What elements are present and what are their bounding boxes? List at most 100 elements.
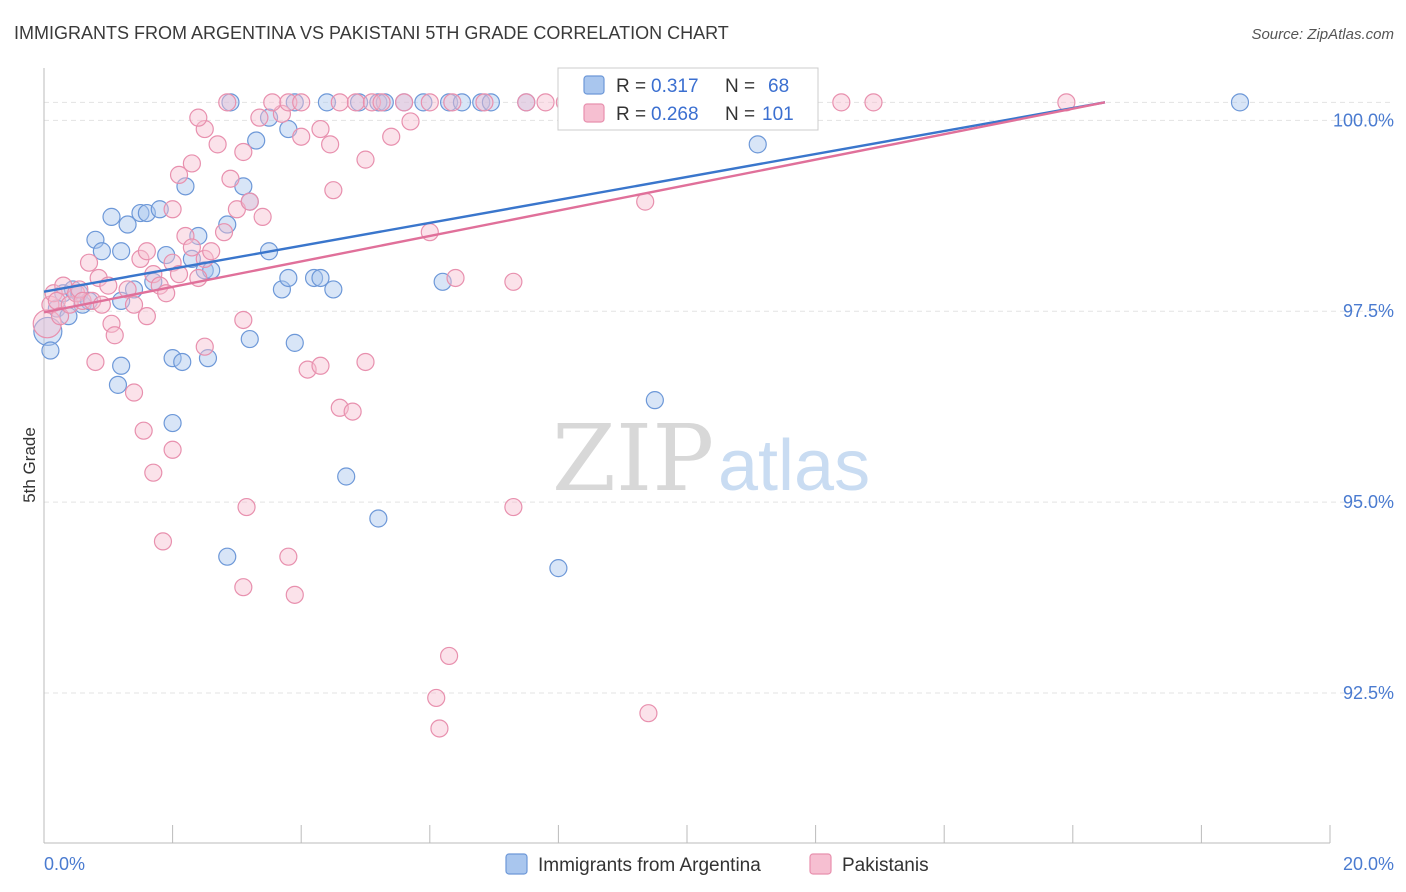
- pakistani-point: [292, 93, 311, 112]
- argentina-point: [41, 341, 60, 360]
- pakistani-point: [420, 93, 439, 112]
- zipatlas-watermark: ZIP atlas: [552, 405, 870, 512]
- argentina-point: [198, 349, 218, 368]
- pakistani-point: [536, 93, 555, 112]
- pakistani-point: [131, 249, 150, 268]
- legend-n-value-argentina: 68: [768, 76, 789, 97]
- pakistani-point: [137, 307, 156, 326]
- x-tick-labels: 0.0% 20.0%: [44, 854, 1394, 874]
- argentina-point: [311, 268, 330, 288]
- series-legend: Immigrants from Argentina Pakistanis: [505, 853, 929, 876]
- pakistani-point: [430, 719, 449, 738]
- argentina-point: [33, 316, 63, 347]
- argentina-point: [285, 333, 304, 352]
- chart-source: Source: ZipAtlas.com: [1251, 26, 1394, 43]
- watermark-atlas-text: atlas: [718, 426, 870, 506]
- pakistani-point: [237, 497, 256, 517]
- pakistani-point: [240, 192, 259, 211]
- x-tick-label-max: 20.0%: [1343, 854, 1394, 874]
- pakistani-point: [394, 93, 414, 112]
- legend-swatch-argentina: [583, 75, 605, 95]
- x-tick-label-min: 0.0%: [44, 854, 85, 874]
- pakistani-point: [124, 295, 144, 314]
- pakistani-point: [250, 108, 269, 127]
- pakistani-point: [343, 402, 362, 421]
- legend-swatch-pakistani: [583, 103, 605, 123]
- pakistani-point: [279, 93, 298, 112]
- pakistani-point: [163, 440, 182, 459]
- argentina-point: [118, 215, 137, 234]
- pakistani-point: [234, 578, 253, 597]
- argentina-point: [414, 93, 433, 112]
- argentina-point: [240, 329, 259, 349]
- argentina-point: [163, 413, 182, 433]
- pakistani-point: [362, 93, 382, 112]
- pakistani-point: [134, 421, 153, 440]
- y-axis-label: 5th Grade: [20, 427, 39, 503]
- pakistani-point: [263, 93, 282, 112]
- axes: [43, 68, 1331, 844]
- chart-title: IMMIGRANTS FROM ARGENTINA VS PAKISTANI 5…: [14, 23, 729, 43]
- argentina-point: [324, 280, 343, 299]
- pakistani-point: [163, 200, 182, 219]
- argentina-point: [645, 391, 664, 410]
- pakistani-point: [864, 93, 883, 112]
- pakistani-point: [202, 242, 221, 261]
- pakistani-point: [639, 704, 658, 723]
- argentina-point: [317, 93, 337, 112]
- argentina-point: [131, 203, 150, 223]
- argentina-point: [150, 200, 169, 219]
- pakistani-point: [443, 93, 462, 112]
- bottom-legend-label-pakistani: Pakistanis: [842, 855, 929, 876]
- pakistani-point: [311, 356, 330, 375]
- pakistani-point: [346, 93, 365, 112]
- y-tick-labels: 100.0% 97.5% 95.0% 92.5%: [1333, 110, 1394, 703]
- y-tick-label: 95.0%: [1343, 492, 1394, 512]
- pakistani-point: [124, 383, 144, 402]
- pakistani-point: [292, 127, 311, 146]
- argentina-point: [218, 547, 237, 566]
- stats-legend: R = 0.317 N = 68 R = 0.268 N = 101: [557, 67, 819, 131]
- pakistani-point: [382, 127, 401, 146]
- argentina-point: [108, 375, 128, 394]
- argentina-point: [189, 226, 208, 246]
- pakistani-point: [176, 226, 195, 246]
- pakistani-point: [439, 646, 459, 666]
- argentina-point: [163, 349, 182, 368]
- pakistani-point: [401, 112, 420, 131]
- pakistani-point: [169, 165, 189, 184]
- pakistani-point: [218, 93, 237, 112]
- argentina-point: [102, 207, 121, 226]
- argentina-point: [452, 93, 472, 112]
- pakistani-point: [356, 150, 375, 169]
- legend-r-label-pakistani: R =: [616, 104, 646, 125]
- argentina-point: [481, 93, 500, 112]
- pakistani-point: [285, 585, 304, 604]
- argentina-point: [369, 509, 388, 528]
- grid-lines: [44, 101, 1394, 694]
- legend-n-label-argentina: N =: [725, 76, 755, 97]
- pakistani-point: [504, 497, 523, 517]
- legend-n-value-pakistani: 101: [762, 104, 794, 125]
- bottom-legend-swatch-argentina: [505, 853, 528, 875]
- pakistani-point: [137, 242, 156, 261]
- pakistani-point: [517, 93, 536, 112]
- pakistani-point: [144, 463, 163, 482]
- argentina-point: [304, 268, 324, 288]
- pakistani-point: [182, 238, 201, 257]
- legend-r-label-argentina: R =: [616, 76, 646, 97]
- pakistani-point: [32, 309, 62, 339]
- argentina-point: [272, 280, 292, 299]
- bottom-legend-swatch-pakistani: [809, 853, 832, 875]
- pakistani-point: [169, 265, 189, 284]
- pakistani-point: [253, 207, 272, 226]
- argentina-point: [112, 356, 131, 375]
- pakistani-point: [118, 280, 137, 299]
- argentina-point: [176, 177, 195, 196]
- pakistani-point: [446, 268, 465, 288]
- argentina-point: [173, 352, 192, 372]
- pakistani-point: [102, 314, 121, 333]
- pakistani-point: [311, 119, 330, 139]
- argentina-point: [549, 559, 568, 578]
